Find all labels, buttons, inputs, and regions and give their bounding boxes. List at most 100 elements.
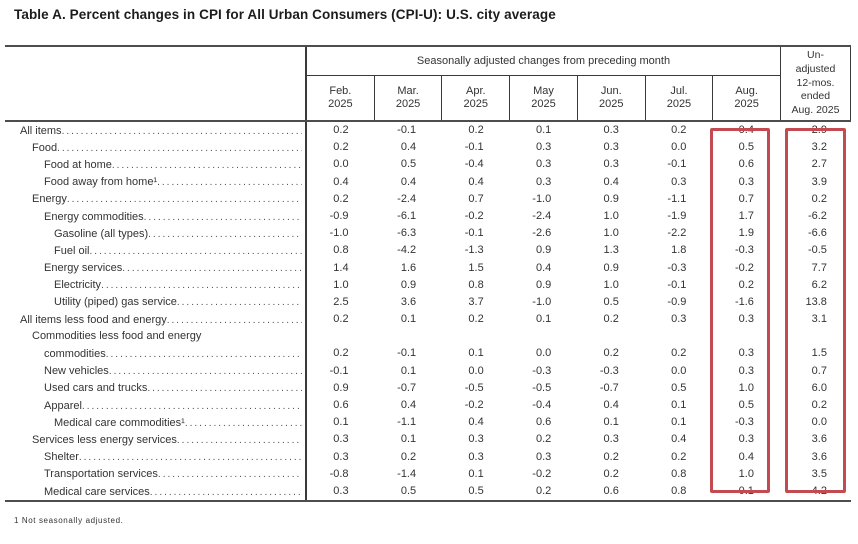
value-cell: 0.8 [468,278,484,291]
table-row: Food 0.2 0.4 -0.1 0.3 0.3 0.0 0.5 3.2 [5,139,851,157]
row-values: 0.0 0.5 -0.4 0.3 0.3 -0.1 0.6 2.7 [307,156,851,173]
table-row: All items less food and energy0.20.10.20… [5,311,851,329]
value-cell: 0.3 [671,175,687,188]
value-cell: 1.4 [333,261,349,274]
value-cell: 0.3 [535,158,552,171]
value-cell: 0.3 [603,124,619,136]
row-label-cell: All items less food and energy [5,311,307,329]
value-cell: 1.0 [603,209,619,222]
table-row: Services less energy services0.30.10.30.… [5,431,851,449]
value-cell: 0.3 [738,175,754,188]
table-row: Energy 0.2 -2.4 0.7 -1.0 0.9 -1.1 0.7 0.2 [5,190,851,208]
month-header-line: 2025 [395,98,421,110]
row-label-cell: Medical care commodities¹ [5,414,307,432]
value-cell: -1.1 [397,416,417,429]
row-values: 0.3 0.1 0.3 0.2 0.3 0.4 0.3 3.6 [307,431,851,448]
value-cell: 0.1 [400,364,417,377]
aug-column-highlight-box [710,128,770,493]
seasonally-adjusted-header: Seasonally adjusted changes from precedi… [307,47,780,76]
row-label-cell: Transportation services [5,465,307,483]
row-label-cell: Fuel oil [5,242,307,260]
row-label-cell: Food at home [5,156,307,174]
value-cell: -0.5 [532,381,552,394]
value-cell: 0.3 [603,158,619,171]
value-cell: 3.6 [400,295,417,308]
value-cell: -2.4 [397,192,417,205]
row-label: All items less food and energy [20,313,167,326]
value-cell: 0.7 [738,192,754,205]
dot-leader [157,176,302,188]
row-label-cell: Energy commodities [5,207,307,226]
value-cell: 0.2 [671,450,687,463]
row-label-cell: New vehicles [5,362,307,380]
row-values: -1.0 -6.3 -0.1 -2.6 1.0 -2.2 1.9 -6.6 [307,225,851,242]
value-cell: 2.5 [333,295,349,308]
value-cell: 0.2 [333,192,349,205]
value-cell: 1.0 [738,467,754,480]
value-cell: 3.6 [811,433,827,446]
value-cell: 0.5 [738,399,754,412]
table-row: Utility (piped) gas service 2.5 3.6 3.7 -1.0… [5,293,851,312]
unadjusted-header-line: Aug. 2025 [791,104,840,117]
dot-leader [89,245,302,257]
value-cell: -0.1 [464,227,484,240]
table-row: Used cars and trucks0.9-0.7-0.5-0.5-0.70… [5,379,851,398]
value-cell: 0.2 [811,192,827,205]
unadjusted-header-line: ended [800,90,831,103]
value-cell: 0.3 [333,433,349,446]
value-cell: 0.7 [811,364,827,377]
dot-leader [67,193,302,205]
value-cell: 1.6 [400,261,417,274]
row-values: -0.8 -1.4 0.1 -0.2 0.2 0.8 1.0 3.5 [307,466,851,483]
value-cell: -1.0 [329,227,349,240]
value-cell: 1.3 [603,244,619,257]
value-cell: 0.4 [603,175,619,188]
value-cell: 0.9 [535,278,552,291]
dot-leader [106,348,299,360]
table-row: Commodities less food and energy commodit… [5,328,851,363]
row-label-cell: Commodities less food and energy commodit… [5,328,307,363]
table-row: Energy services 1.4 1.6 1.5 0.4 0.9 -0.3 -0.2 7.… [5,259,851,277]
value-cell: -0.7 [599,381,619,394]
value-cell: -0.4 [532,399,552,412]
table-row: Medical care services0.30.50.50.20.60.8-… [5,482,851,501]
row-label: Medical care services [44,485,150,498]
value-cell: -0.9 [667,295,687,308]
unadjusted-column-highlight-box [785,128,846,493]
month-header-line: 2025 [598,98,624,110]
value-cell: 0.3 [468,433,484,446]
value-cell: 0.3 [738,433,754,446]
value-cell: 0.6 [603,484,619,497]
value-cell: 0.1 [333,416,349,429]
value-cell: 6.2 [811,278,827,291]
month-header-line: Jul. [670,84,688,97]
month-column-header: Mar. 2025 [375,76,443,120]
value-cell: 1.0 [603,227,619,240]
row-values: 0.3 0.2 0.3 0.3 0.2 0.2 0.4 3.6 [307,449,851,466]
row-label: Energy commodities [44,210,144,223]
month-header-line: May [533,84,554,97]
value-cell: -0.3 [599,364,619,377]
dot-leader [147,382,302,394]
value-cell: 0.3 [333,484,349,497]
value-cell: -0.4 [464,158,484,171]
month-column-header: May 2025 [510,76,578,120]
value-cell: 0.4 [603,399,619,412]
month-header-line: Mar. [397,84,419,97]
value-cell: 0.5 [400,484,417,497]
unadjusted-header-line: Un- [807,49,824,61]
row-label-cell: Food away from home¹ [5,173,307,191]
row-values: 2.5 3.6 3.7 -1.0 0.5 -0.9 -1.6 13.8 [307,294,851,311]
dot-leader [148,228,302,240]
value-cell: -0.5 [807,244,827,257]
value-cell: 0.2 [468,313,484,326]
value-cell: 6.0 [811,381,827,394]
value-cell: -1.9 [667,209,687,222]
row-label: Gasoline (all types) [54,227,149,240]
value-cell: -1.3 [464,244,484,257]
value-cell: 3.5 [811,467,827,480]
value-cell: 0.0 [671,141,687,154]
table-row: Medical care commodities¹0.1-1.10.40.60.… [5,414,851,432]
value-cell: 3.7 [468,295,484,308]
